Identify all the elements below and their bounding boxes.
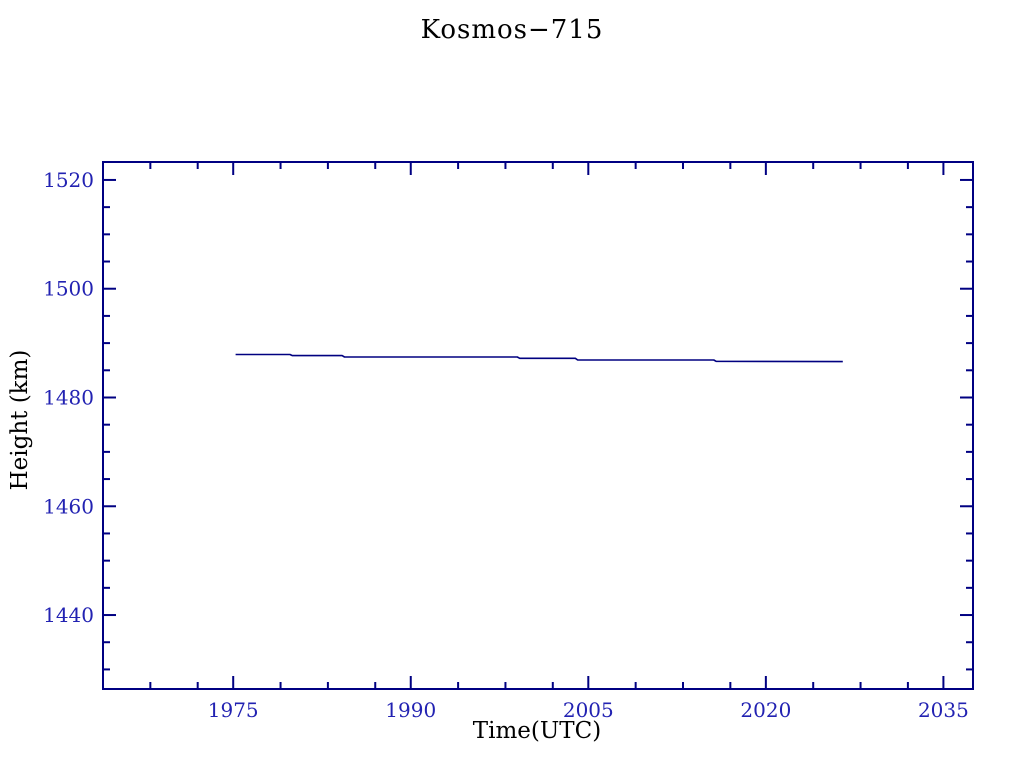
axis-box (102, 161, 974, 690)
x-tick-label: 2005 (563, 698, 614, 722)
y-tick-label: 1520 (43, 168, 94, 192)
y-tick-label: 1500 (43, 277, 94, 301)
x-tick-label: 2020 (740, 698, 791, 722)
y-tick-label: 1480 (43, 385, 94, 409)
x-tick-label: 1975 (208, 698, 259, 722)
data-line (235, 353, 843, 363)
x-axis-label: Time(UTC) (472, 718, 602, 744)
y-tick-label: 1460 (43, 494, 94, 518)
x-tick-label: 1990 (385, 698, 436, 722)
x-tick-label: 2035 (918, 698, 969, 722)
chart-title: Kosmos−715 (420, 15, 604, 45)
y-tick-label: 1440 (43, 603, 94, 627)
